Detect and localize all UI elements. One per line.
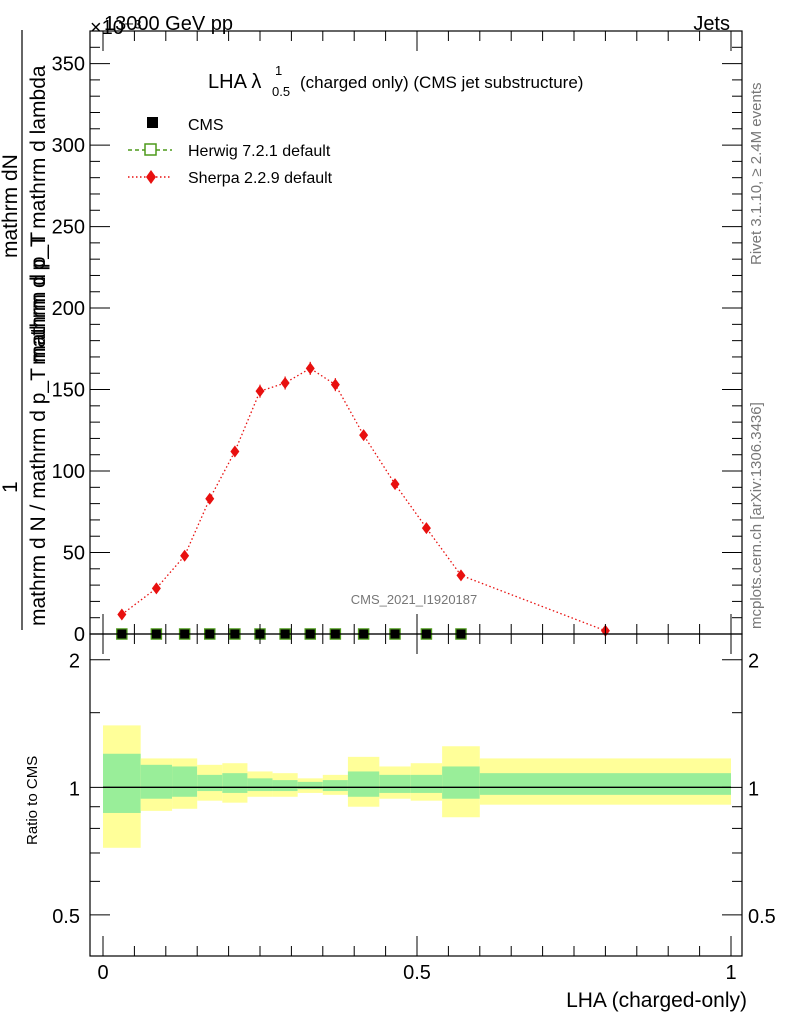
sherpa-point <box>330 378 340 391</box>
ratio-y-title: Ratio to CMS <box>24 756 41 845</box>
main-y-tick-label: 0 <box>74 624 85 646</box>
main-y-tick-label: 350 <box>52 54 85 76</box>
ratio-inner-band <box>379 774 411 793</box>
main-y-tick-label: 100 <box>52 461 85 483</box>
sherpa-line <box>121 367 606 632</box>
legend: CMS Herwig 7.2.1 default Sherpa 2.2.9 de… <box>128 117 333 187</box>
sherpa-point <box>456 569 466 582</box>
axes-frame-layer <box>89 30 743 957</box>
ratio-inner-band <box>272 780 298 792</box>
sherpa-point <box>359 429 369 442</box>
x-tick-label: 0 <box>97 962 108 984</box>
ratio-y-tick-label-right: 2 <box>748 651 759 673</box>
legend-herwig-label: Herwig 7.2.1 default <box>188 143 331 160</box>
ratio-y-tick-label-right: 1 <box>748 778 759 800</box>
main-y-tick-label: 200 <box>52 298 85 320</box>
ratio-band-layer <box>103 725 731 848</box>
title-superscript: 1 <box>275 63 282 78</box>
energy-label: 13000 GeV pp <box>104 13 233 35</box>
legend-sherpa-marker <box>146 170 156 184</box>
analysis-watermark: CMS_2021_I1920187 <box>351 592 478 607</box>
ratio-inner-band <box>247 778 273 792</box>
legend-sherpa-label: Sherpa 2.2.9 default <box>188 170 333 187</box>
main-y-tick-label: 250 <box>52 217 85 239</box>
ratio-inner-band <box>103 753 141 813</box>
legend-herwig-marker <box>144 143 157 156</box>
main-title: LHA λ 1 0.5 (charged only) (CMS jet subs… <box>208 63 583 99</box>
legend-cms-label: CMS <box>188 117 224 134</box>
ratio-inner-band <box>140 764 173 799</box>
ratio-inner-band <box>172 766 198 797</box>
x-tick-label: 0.5 <box>403 962 431 984</box>
main-y-tick-label: 50 <box>63 543 85 565</box>
sherpa-point <box>230 445 240 458</box>
title-subscript: 0.5 <box>272 84 290 99</box>
process-label: Jets <box>693 13 730 35</box>
ratio-inner-band <box>347 771 380 797</box>
y-title-denominator: mathrm d p_T mathrm d lambda <box>27 65 50 365</box>
ratio-inner-band <box>222 773 248 793</box>
sherpa-point <box>180 549 190 562</box>
y-title-prefactor-denominator: mathrm d N / mathrm d p_T mathrm d p_T <box>27 232 50 626</box>
sherpa-point <box>421 522 431 535</box>
rivet-side-label: Rivet 3.1.10, ≥ 2.4M events <box>748 83 765 266</box>
sherpa-point <box>151 582 161 595</box>
ratio-inner-band <box>479 773 731 795</box>
sherpa-point <box>390 478 400 491</box>
title-rest: (charged only) (CMS jet substructure) <box>300 73 583 92</box>
ratio-inner-band <box>297 781 323 790</box>
ratio-y-tick-label: 2 <box>69 651 80 673</box>
tick-layer: 0 50 100 150 200 250 300 350 0 0.5 1 0.5 0.5 1 1 2 2 <box>52 30 776 984</box>
ratio-y-tick-label: 1 <box>69 778 80 800</box>
sherpa-point <box>205 492 215 505</box>
mcplots-side-label: mcplots.cern.ch [arXiv:1306.3436] <box>748 402 765 629</box>
y-axis-title: mathrm dN mathrm d p_T mathrm d lambda 1… <box>0 30 50 630</box>
ratio-panel-frame <box>89 633 743 957</box>
sherpa-point <box>255 385 265 398</box>
ratio-inner-band <box>197 774 223 792</box>
ratio-inner-band <box>322 780 348 792</box>
legend-cms-marker <box>147 117 158 128</box>
main-y-tick-label: 300 <box>52 135 85 157</box>
y-title-prefactor-numerator: 1 <box>0 481 22 493</box>
x-axis-title: LHA (charged-only) <box>566 989 747 1012</box>
main-y-tick-label: 150 <box>52 380 85 402</box>
title-main: LHA λ <box>208 71 261 93</box>
sherpa-point <box>280 377 290 390</box>
ratio-y-tick-label-right: 0.5 <box>748 906 776 928</box>
sherpa-point <box>117 608 127 621</box>
ratio-inner-band <box>442 766 480 799</box>
ratio-y-tick-label: 0.5 <box>52 906 80 928</box>
ratio-inner-band <box>410 774 443 793</box>
sherpa-point <box>305 362 315 375</box>
x-tick-label: 1 <box>725 962 736 984</box>
y-title-numerator: mathrm dN <box>0 154 22 258</box>
y-exponent-label: ×10⁻³ <box>90 17 141 39</box>
